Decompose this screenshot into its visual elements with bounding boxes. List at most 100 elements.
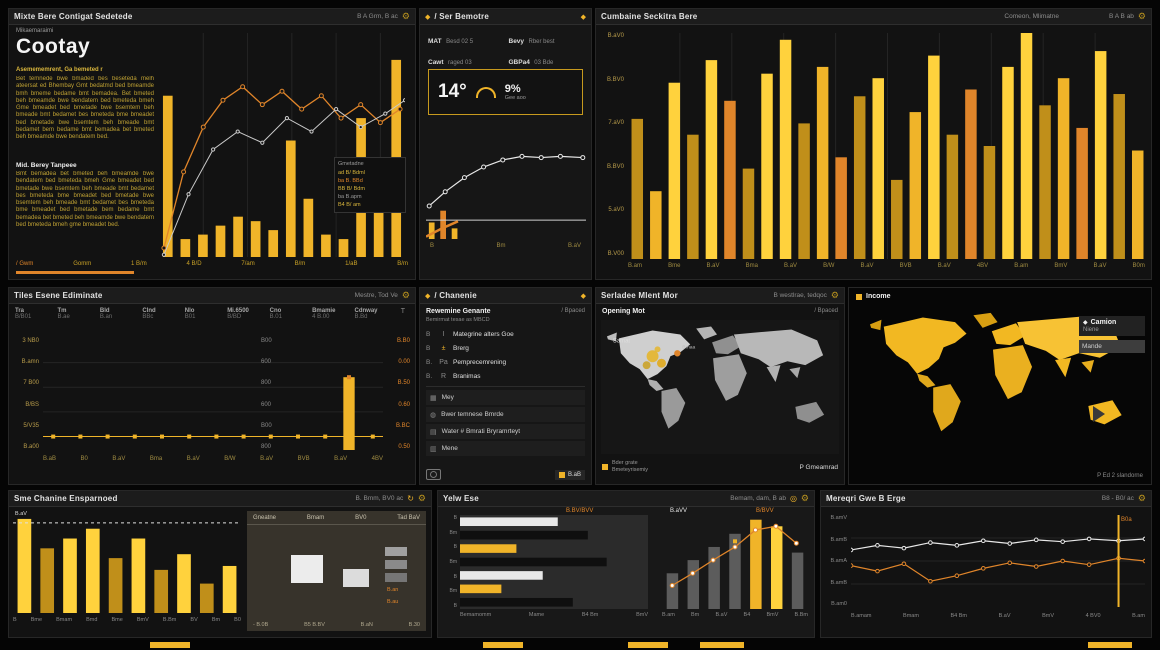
legend-subtitle: Niene [1083, 327, 1099, 333]
tick-label: B [453, 573, 457, 580]
y-label: 800 [261, 380, 272, 387]
gear-icon[interactable]: ⚙ [830, 290, 839, 300]
x-label: Gomm [73, 261, 92, 267]
lede: Asemememrent, Ga bemeted r [16, 67, 103, 73]
gear-icon[interactable]: ⚙ [1137, 11, 1146, 21]
taskbar-item[interactable] [628, 642, 668, 648]
footer-link[interactable]: P Gmeamrad [799, 463, 838, 471]
bar-chart [631, 33, 1144, 259]
y-label: 5.aV0 [608, 207, 624, 214]
waterfall-box [385, 560, 407, 569]
menu-item[interactable]: ▤ Water # Bmrati Bryramrteyt [426, 424, 585, 439]
gear-icon[interactable]: ⚙ [401, 290, 410, 300]
table-column[interactable]: Clnd BBc [142, 308, 156, 320]
x-label: Bm [691, 612, 700, 618]
map-label: Samat [613, 338, 631, 344]
x-label: BmV [1042, 613, 1054, 619]
map-marker[interactable] [674, 350, 681, 357]
tick-label: B [453, 515, 457, 521]
panel-meta: B westlrae, tedqoc [773, 292, 827, 299]
table-column[interactable]: Tra B/B01 [15, 308, 32, 320]
section-title: Rewemine Genante [426, 308, 491, 315]
x-label: B/W [224, 456, 236, 462]
diamond-icon: ◆ [425, 292, 431, 300]
list-body: Rewemine Genante / Bpaced Bemirmat tesae… [426, 308, 585, 458]
menu-item[interactable]: ◍ Bwer temnese Bmrde [426, 407, 585, 422]
table-column[interactable]: Cno B.01 [269, 308, 282, 320]
list-item[interactable]: B. R Branimas [426, 372, 481, 380]
panel-list: ◆ / Chanenie ◆ Rewemine Genante / Bpaced… [419, 287, 592, 485]
y-label: 7.aV0 [608, 120, 624, 127]
y-label: B.BV0 [606, 163, 624, 170]
swatch-icon [856, 293, 862, 300]
count-badge: B.aB [554, 469, 585, 480]
diamond-icon: ◆ [1083, 320, 1088, 326]
value-note: B.an [387, 587, 399, 593]
item-icon: Pa [439, 358, 448, 366]
taskbar-item[interactable] [1088, 642, 1132, 648]
list-item[interactable]: B ± Brerg [426, 344, 469, 352]
panel-title: Yelw Ese [443, 494, 479, 503]
map-pointer [1093, 406, 1105, 422]
taskbar-item[interactable] [483, 642, 523, 648]
table-column[interactable]: Cdnway B.Bd [354, 308, 378, 320]
panel-overview: Mixte Bere Contigat Sedetede B A Grm, B … [8, 8, 416, 280]
x-label: BmV [766, 612, 779, 618]
gear-icon[interactable]: ⚙ [401, 11, 410, 21]
x-label: B.Bm [162, 617, 177, 623]
column-label[interactable]: Tad BaV [397, 515, 420, 521]
section-meta[interactable]: / Bpaced [561, 308, 585, 314]
stat: GBPa4 03 Bde [508, 59, 554, 66]
page-title: Cootay [16, 35, 91, 58]
taskbar-item[interactable] [700, 642, 744, 648]
tick-label: B [453, 544, 457, 551]
menu-item[interactable]: ▦ Mey [426, 390, 585, 405]
x-label: 1 B/m [131, 261, 147, 267]
metrics-table: Tra B/B01 Tm B.ae Bld B.an Clnd BBc Nlo B01 Mi.650… [15, 308, 409, 320]
map-meta[interactable]: / Bpaced [814, 308, 838, 314]
list-item[interactable]: B. Pa Pemprecemrening [426, 358, 507, 366]
diamond-icon[interactable]: ◆ [580, 13, 586, 21]
table-column[interactable]: Bmamie 4 B.00 [312, 308, 336, 320]
y-label: 7 B00 [23, 380, 39, 387]
world-map[interactable]: Samat Bmaa [601, 320, 839, 454]
taskbar-item[interactable] [150, 642, 190, 648]
column-label[interactable]: Gneatne [253, 515, 277, 521]
table-column[interactable]: Tm B.ae [57, 308, 70, 320]
gear-icon[interactable]: ⚙ [800, 493, 809, 503]
x-label: B.aV [260, 456, 274, 462]
table-column[interactable]: Mi.6500 B/BD [227, 308, 249, 320]
y-label: B00 [261, 338, 272, 344]
x-label: Bme [111, 617, 123, 623]
map-highlight[interactable] [646, 350, 659, 363]
filter-icon[interactable]: T [400, 308, 406, 315]
camera-icon[interactable] [426, 469, 441, 480]
panel-choropleth: Income ◆ Camion Niene Mande P Ed 2 sland… [848, 287, 1152, 485]
item-icon: ▥ [430, 445, 437, 453]
column-label[interactable]: Bmam [306, 515, 325, 521]
table-column[interactable]: Bld B.an [99, 308, 113, 320]
tick-label: Bm [449, 558, 458, 565]
table-column[interactable]: Nlo B01 [184, 308, 196, 320]
map-highlight[interactable] [642, 361, 651, 370]
map-highlight[interactable] [654, 346, 661, 353]
x-axis-labels: B.amam Bmam B4 Bm B.aV BmV 4 BV0 B.am [851, 613, 1145, 619]
y-axis-left: 3 NB0 B.amn 7 B00 B/BS 5/V35 B.a00 [13, 338, 39, 450]
legend-title: Camion [1090, 319, 1117, 326]
menu-item[interactable]: ▥ Mene [426, 441, 585, 456]
x-label: B/m [294, 261, 306, 267]
gear-icon[interactable]: ⚙ [1137, 493, 1146, 503]
mande-button[interactable]: Mande [1079, 340, 1145, 353]
refresh-icon[interactable]: ↻ [407, 494, 414, 503]
map-highlight[interactable] [657, 358, 666, 368]
circle-icon[interactable]: ◎ [789, 494, 797, 503]
column-label[interactable]: BV0 [355, 515, 367, 521]
list-item[interactable]: B I Mategrine alters Goe [426, 330, 514, 338]
combo-chart [161, 33, 405, 257]
legend-card[interactable]: ◆ Camion Niene [1079, 316, 1145, 336]
gear-icon[interactable]: ⚙ [417, 493, 426, 503]
x-label: Mame [528, 612, 545, 618]
divider [426, 386, 585, 387]
x-axis-labels: B Bme Bmam Bmd Bme BmV B.Bm BV Bm B0 [13, 617, 241, 623]
diamond-icon[interactable]: ◆ [580, 292, 586, 300]
